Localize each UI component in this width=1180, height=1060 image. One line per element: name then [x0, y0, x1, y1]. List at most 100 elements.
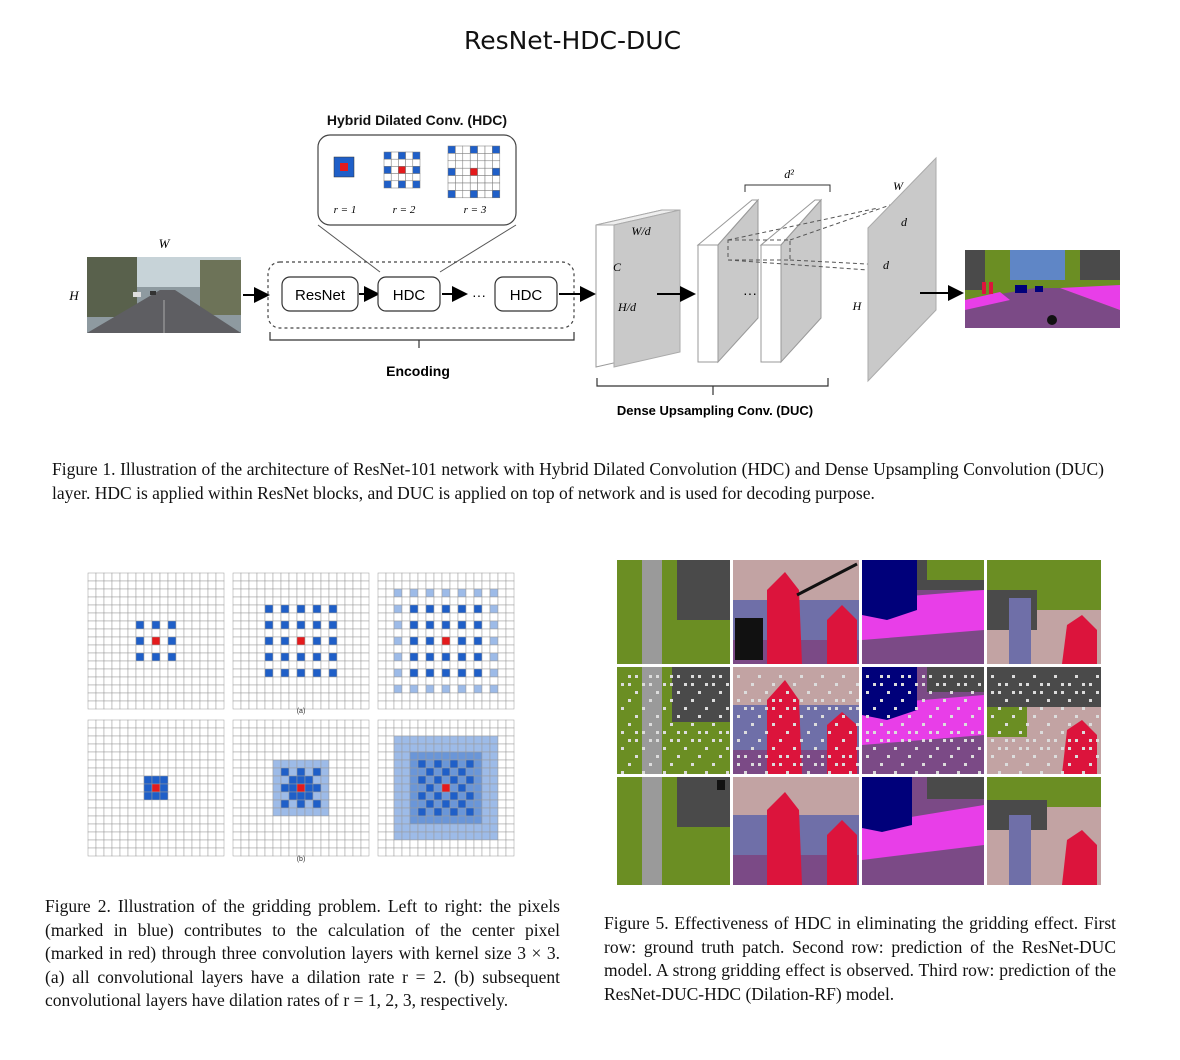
grid-cell	[409, 684, 419, 694]
grid-cell	[441, 815, 451, 825]
gridding-dot	[880, 683, 883, 686]
grid-cell	[183, 596, 193, 606]
grid-cell	[401, 743, 411, 753]
grid-cell	[256, 620, 266, 630]
kernel-cell	[405, 166, 414, 174]
grid-cell	[207, 807, 217, 817]
grid-cell	[183, 652, 193, 662]
grid-cell	[320, 719, 330, 729]
grid-cell	[95, 839, 105, 849]
grid-cell	[352, 580, 362, 590]
grid-cell	[191, 847, 201, 857]
grid-cell	[248, 831, 258, 841]
grid-cell	[497, 847, 507, 857]
grid-cell	[401, 684, 411, 694]
grid-cell	[360, 684, 370, 694]
grid-cell	[360, 596, 370, 606]
grid-cell	[103, 588, 113, 598]
kernel-cell	[447, 175, 456, 184]
grid-cell	[280, 831, 290, 841]
gridding-dot	[1054, 755, 1057, 758]
grid-cell	[111, 735, 121, 745]
grid-cell	[497, 700, 507, 710]
grid-cell	[127, 692, 137, 702]
grid-cell	[111, 847, 121, 857]
grid-cell	[240, 783, 250, 793]
grid-cell	[344, 620, 354, 630]
grid-cell	[489, 684, 499, 694]
kernel-cell	[383, 180, 392, 189]
gridding-dot	[779, 755, 782, 758]
grid-cell	[175, 604, 185, 614]
grid-cell	[433, 807, 443, 817]
grid-cell	[119, 644, 129, 654]
grid-cell	[215, 759, 225, 769]
fig2-subcaption-b: (b)	[297, 856, 306, 863]
gridding-dot	[1075, 675, 1078, 678]
grid-cell	[385, 791, 395, 801]
grid-cell	[304, 596, 314, 606]
grid-cell	[417, 676, 427, 686]
grid-cell	[143, 823, 153, 833]
grid-cell	[111, 620, 121, 630]
grid-cell	[215, 735, 225, 745]
grid-cell	[215, 791, 225, 801]
grid-cell	[328, 596, 338, 606]
grid-cell	[143, 604, 153, 614]
grid-cell	[232, 684, 242, 694]
grid-cell	[489, 767, 499, 777]
kernel-cell	[484, 190, 493, 199]
grid-cell	[191, 676, 201, 686]
grid-cell	[167, 572, 177, 582]
grid-cell	[256, 783, 266, 793]
grid-cell	[232, 628, 242, 638]
grid-cell	[280, 596, 290, 606]
grid-cell	[87, 783, 97, 793]
gridding-dot	[719, 739, 722, 742]
gridding-dot	[635, 755, 638, 758]
grid-cell	[449, 807, 459, 817]
grid-cell	[175, 644, 185, 654]
grid-cell	[127, 628, 137, 638]
grid-cell	[457, 684, 467, 694]
grid-cell	[215, 799, 225, 809]
grid-cell	[232, 692, 242, 702]
grid-cell	[465, 644, 475, 654]
grid-cell	[489, 652, 499, 662]
figure2-caption: Figure 2. Illustration of the gridding p…	[45, 896, 560, 1010]
grid-cell	[215, 751, 225, 761]
gridding-dot	[786, 771, 789, 774]
grid-cell	[256, 847, 266, 857]
grid-cell	[167, 596, 177, 606]
grid-cell	[175, 692, 185, 702]
grid-cell	[296, 727, 306, 737]
grid-cell	[111, 572, 121, 582]
gridding-dot	[1061, 731, 1064, 734]
grid-cell	[135, 580, 145, 590]
gridding-dot	[856, 763, 859, 766]
grid-cell	[183, 580, 193, 590]
grid-cell	[248, 700, 258, 710]
grid-cell	[417, 620, 427, 630]
grid-cell	[328, 735, 338, 745]
grid-cell	[175, 668, 185, 678]
grid-cell	[296, 580, 306, 590]
grid-cell	[425, 767, 435, 777]
gridding-dot	[936, 683, 939, 686]
grid-cell	[449, 751, 459, 761]
grid-cell	[111, 719, 121, 729]
grid-cell	[95, 636, 105, 646]
grid-cell	[457, 783, 467, 793]
gridding-dot	[1061, 691, 1064, 694]
grid-cell	[312, 719, 322, 729]
gridding-dot	[1054, 675, 1057, 678]
grid-cell	[401, 791, 411, 801]
gridding-dot	[1047, 699, 1050, 702]
grid-cell	[240, 636, 250, 646]
grid-cell	[433, 588, 443, 598]
grid-cell	[199, 743, 209, 753]
grid-cell	[465, 839, 475, 849]
grid-cell	[497, 815, 507, 825]
grid-cell	[505, 580, 515, 590]
grid-cell	[191, 823, 201, 833]
